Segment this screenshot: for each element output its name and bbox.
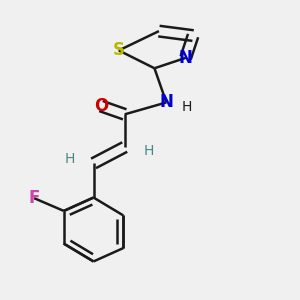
- Text: S: S: [113, 41, 125, 59]
- Text: H: H: [143, 145, 154, 158]
- Text: H: H: [64, 152, 75, 166]
- Text: N: N: [179, 49, 193, 67]
- Text: O: O: [94, 97, 108, 115]
- Text: N: N: [159, 93, 173, 111]
- Text: H: H: [182, 100, 192, 114]
- Text: F: F: [28, 189, 40, 207]
